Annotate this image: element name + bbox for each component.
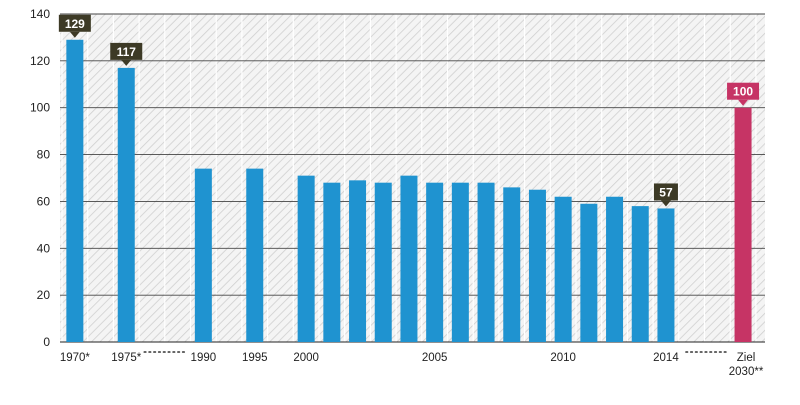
bar-1975 <box>117 67 135 342</box>
y-tick-label: 20 <box>37 288 51 302</box>
data-label: 129 <box>65 17 85 31</box>
bar-2006 <box>451 182 469 342</box>
bar-2009 <box>528 189 546 342</box>
y-tick-label: 0 <box>43 335 50 349</box>
bar-2013 <box>631 206 649 342</box>
callout-pointer <box>121 59 132 66</box>
callout-129: 129 <box>58 14 91 38</box>
y-tick-label: 40 <box>37 241 51 255</box>
y-tick-label: 140 <box>30 7 50 21</box>
bar-2010 <box>554 196 572 342</box>
bar-1995 <box>246 168 264 342</box>
x-tick-label: 2010 <box>550 352 576 364</box>
y-tick-label: 60 <box>37 194 51 208</box>
bar-2002 <box>349 180 367 342</box>
x-tick-label: 2000 <box>293 352 319 364</box>
callout-117: 117 <box>110 42 143 66</box>
bar-2008 <box>503 187 521 342</box>
bar-2005 <box>426 182 444 342</box>
data-label: 57 <box>659 185 673 199</box>
callout-box <box>58 14 91 32</box>
callout-box <box>727 82 760 100</box>
x-tick-label: 1970* <box>60 352 91 364</box>
y-tick-label: 120 <box>30 54 50 68</box>
x-tick-label: 2014 <box>653 352 679 364</box>
bar-2014 <box>657 208 675 342</box>
data-label: 100 <box>733 85 753 99</box>
bar-2011 <box>580 203 598 342</box>
callout-57: 57 <box>653 183 678 207</box>
bar-1990 <box>194 168 212 342</box>
x-tick-label: 2005 <box>422 352 448 364</box>
y-tick-label: 80 <box>37 148 51 162</box>
callout-box <box>653 183 678 201</box>
bar-2004 <box>400 175 418 342</box>
bar-2012 <box>606 196 624 342</box>
bar-ziel-2030 <box>734 107 752 342</box>
callout-pointer <box>660 200 671 207</box>
callout-pointer <box>738 99 749 106</box>
x-tick-label: Ziel <box>737 352 756 364</box>
y-tick-label: 100 <box>30 101 50 115</box>
bar-2000 <box>297 175 315 342</box>
callout-100: 100 <box>727 82 760 106</box>
bar-2001 <box>323 182 341 342</box>
callout-pointer <box>69 31 80 38</box>
bar-2003 <box>374 182 392 342</box>
bar-2007 <box>477 182 495 342</box>
x-tick-label: 1995 <box>242 352 268 364</box>
x-tick-label: 2030** <box>729 366 764 378</box>
x-tick-label: 1990 <box>191 352 217 364</box>
x-tick-label: 1975* <box>111 352 142 364</box>
data-label: 117 <box>117 45 137 59</box>
callout-box <box>110 42 143 60</box>
bar-1970 <box>66 39 84 343</box>
